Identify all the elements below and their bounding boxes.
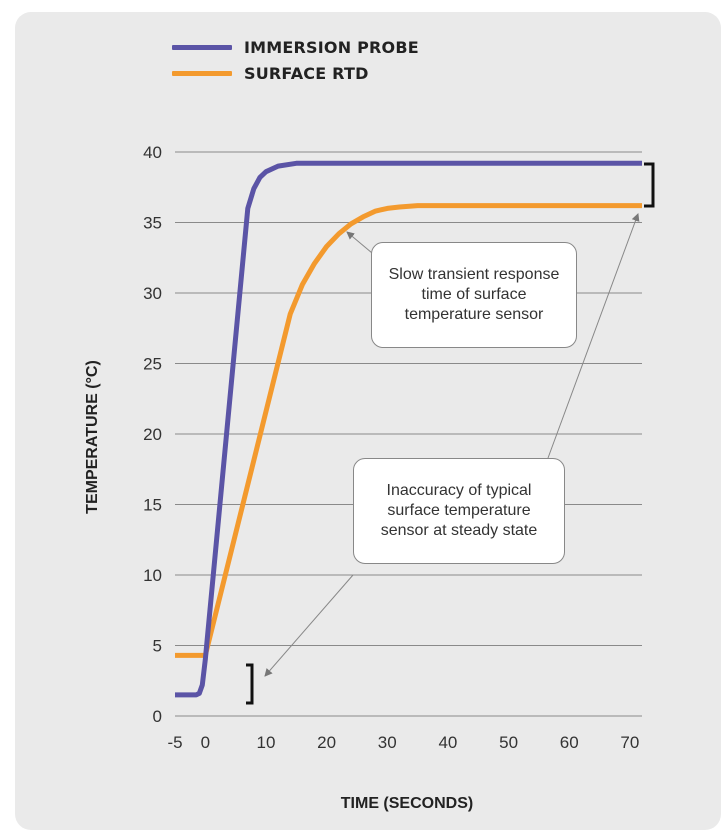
series-line-immersion-probe xyxy=(175,160,642,698)
bracket-steady-state-gap xyxy=(644,162,655,208)
y-tick-label: 25 xyxy=(143,355,162,374)
legend-swatch-immersion-probe xyxy=(172,45,232,50)
y-axis-title: TEMPERATURE (°C) xyxy=(84,360,101,514)
annotation-steady-state-inaccuracy: Inaccuracy of typical surface temperatur… xyxy=(353,458,565,564)
y-tick-label: 15 xyxy=(143,496,162,515)
x-axis-title: TIME (SECONDS) xyxy=(341,795,473,812)
x-tick-label: 0 xyxy=(201,733,210,752)
y-tick-label: 20 xyxy=(143,425,162,444)
annotation-arrow-offset xyxy=(264,574,354,677)
x-tick-label: -5 xyxy=(167,733,182,752)
x-tick-label: 20 xyxy=(317,733,336,752)
annotation-arrow-steady-state xyxy=(547,213,640,459)
x-tick-label: 30 xyxy=(378,733,397,752)
y-tick-label: 0 xyxy=(153,707,162,726)
legend-swatch-surface-rtd xyxy=(172,71,232,76)
y-tick-label: 35 xyxy=(143,214,162,233)
x-tick-label: 50 xyxy=(499,733,518,752)
x-tick-label: 60 xyxy=(560,733,579,752)
legend-label-immersion-probe: IMMERSION PROBE xyxy=(244,38,419,57)
annotation-slow-transient: Slow transient response time of surface … xyxy=(371,242,577,348)
x-tick-label: 40 xyxy=(438,733,457,752)
chart-panel xyxy=(15,12,721,830)
x-tick-label: 10 xyxy=(257,733,276,752)
y-tick-label: 5 xyxy=(153,637,162,656)
series-line-surface-rtd xyxy=(175,203,642,658)
legend-item-surface-rtd: SURFACE RTD xyxy=(172,64,369,83)
legend-label-surface-rtd: SURFACE RTD xyxy=(244,64,369,83)
x-tick-label: 70 xyxy=(620,733,639,752)
bracket-initial-offset xyxy=(246,663,254,705)
legend-item-immersion-probe: IMMERSION PROBE xyxy=(172,38,419,57)
y-tick-label: 40 xyxy=(143,143,162,162)
y-tick-label: 10 xyxy=(143,566,162,585)
y-tick-label: 30 xyxy=(143,284,162,303)
